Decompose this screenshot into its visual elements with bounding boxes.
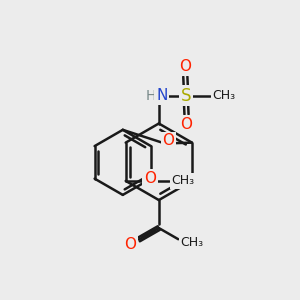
Text: CH₃: CH₃ (172, 174, 195, 188)
Text: O: O (162, 134, 174, 148)
Text: O: O (179, 59, 191, 74)
Text: CH₃: CH₃ (213, 89, 236, 102)
Text: O: O (124, 237, 136, 252)
Text: S: S (181, 86, 191, 104)
Text: H: H (146, 88, 156, 103)
Text: N: N (156, 88, 167, 103)
Text: CH₃: CH₃ (181, 236, 204, 249)
Text: O: O (181, 117, 193, 132)
Text: O: O (144, 171, 156, 186)
